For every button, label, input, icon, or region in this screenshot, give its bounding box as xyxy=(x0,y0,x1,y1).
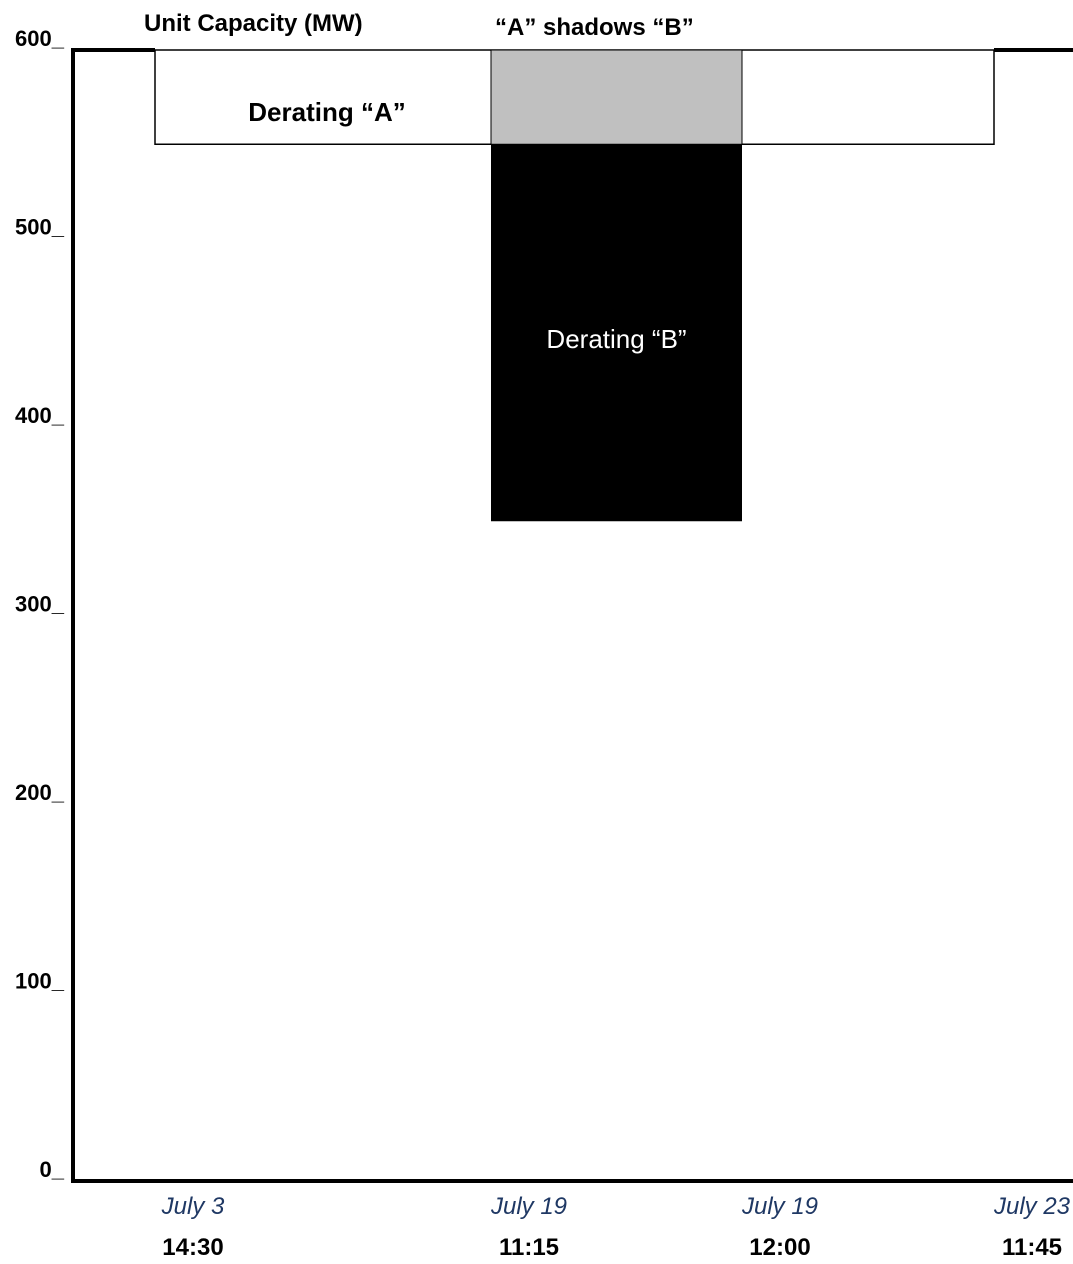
y-tick-label: 400_ xyxy=(15,403,65,428)
x-tick-date: July 19 xyxy=(741,1193,818,1220)
x-tick-date: July 23 xyxy=(993,1193,1071,1220)
y-tick-label: 300_ xyxy=(15,592,65,617)
y-tick-label: 100_ xyxy=(15,969,65,994)
shadow-label: “A” shadows “B” xyxy=(495,14,694,41)
derating-a-label: Derating “A” xyxy=(248,97,405,127)
shadow-region xyxy=(490,49,743,145)
x-tick-time: 14:30 xyxy=(162,1234,223,1261)
y-axis-title: Unit Capacity (MW) xyxy=(144,10,363,37)
x-tick-time: 11:15 xyxy=(499,1234,559,1261)
y-tick-label: 0_ xyxy=(40,1157,65,1182)
x-tick-date: July 3 xyxy=(161,1193,225,1220)
derating-b-bar xyxy=(491,144,742,522)
x-tick-time: 11:45 xyxy=(1002,1234,1062,1261)
y-tick-label: 600_ xyxy=(15,26,65,51)
x-tick-date: July 19 xyxy=(490,1193,567,1220)
y-tick-label: 500_ xyxy=(15,215,65,240)
x-tick-time: 12:00 xyxy=(749,1234,810,1261)
derating-b-label: Derating “B” xyxy=(546,324,686,354)
y-tick-label: 200_ xyxy=(15,780,65,805)
